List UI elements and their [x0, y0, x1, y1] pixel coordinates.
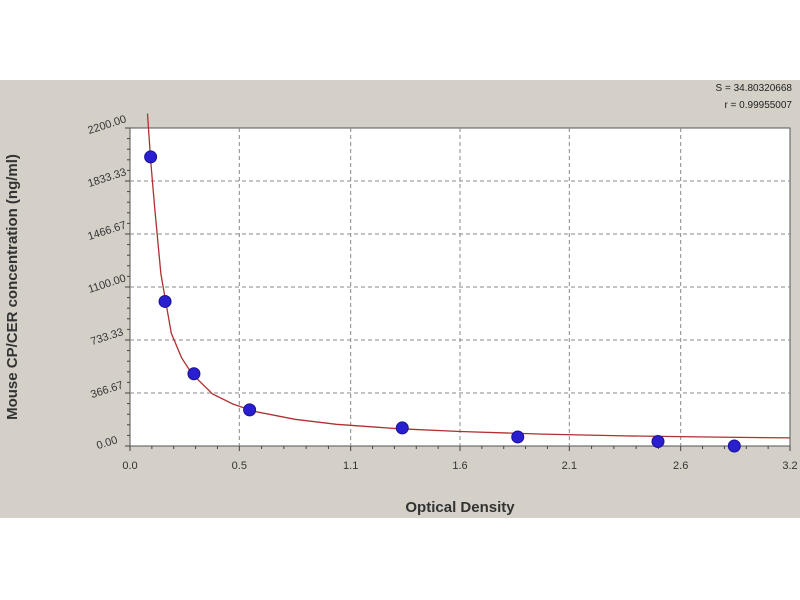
- data-point: [144, 150, 158, 164]
- y-tick-label: 0.00: [95, 434, 119, 452]
- y-tick-label: 1833.33: [86, 166, 128, 190]
- x-tick-label: 1.1: [343, 460, 358, 472]
- x-tick-label: 3.2: [782, 460, 797, 472]
- data-point: [511, 430, 525, 444]
- y-tick-label: 366.67: [89, 379, 125, 401]
- data-point: [243, 403, 257, 417]
- chart-panel: 0.00 366.67 733.33 1100.00 1466.67 1833.33 220…: [0, 80, 800, 518]
- data-point: [395, 421, 409, 435]
- data-point: [187, 367, 201, 381]
- y-tick-label: 733.33: [89, 326, 125, 348]
- data-point: [651, 434, 665, 448]
- chart-svg: 0.00 366.67 733.33 1100.00 1466.67 1833.33 220…: [4, 83, 798, 516]
- stat-line-r: r = 0.99955007: [724, 100, 792, 111]
- y-tick-label: 1466.67: [86, 219, 128, 243]
- x-tick-label: 0.5: [232, 460, 247, 472]
- x-tick-label: 0.0: [122, 460, 137, 472]
- y-tick-label: 2200.00: [86, 113, 128, 137]
- x-tick-label: 1.6: [452, 460, 467, 472]
- x-axis-title: Optical Density: [405, 499, 515, 516]
- fit-curve: [146, 113, 791, 439]
- x-tick-label: 2.6: [673, 460, 688, 472]
- stat-line-s: S = 34.80320668: [716, 83, 793, 94]
- data-point: [727, 439, 741, 453]
- x-tick-label: 2.1: [562, 460, 577, 472]
- data-point: [158, 294, 172, 308]
- y-tick-label: 1100.00: [87, 272, 128, 295]
- y-axis-title: Mouse CP/CER concentration (ng/ml): [4, 154, 21, 420]
